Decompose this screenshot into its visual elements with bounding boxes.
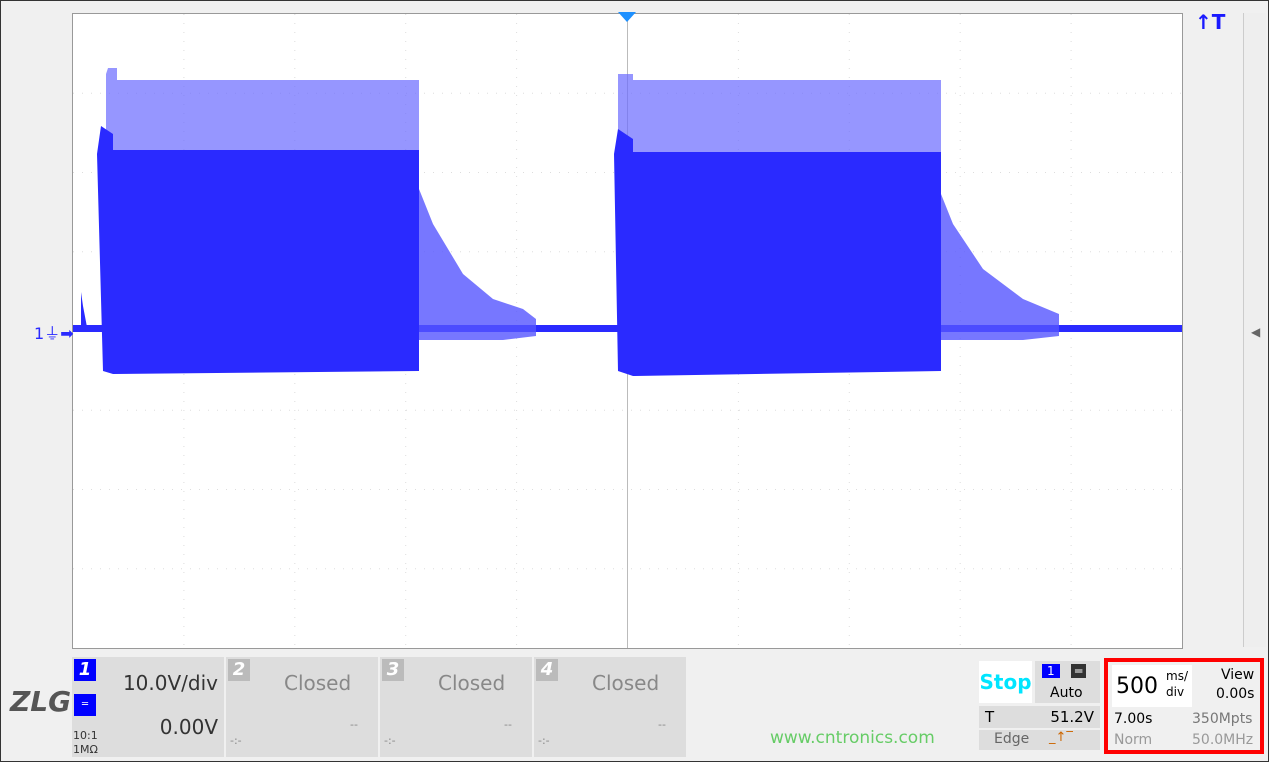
burst-1-peaks (106, 68, 419, 154)
burst-1-decay (419, 189, 536, 340)
burst-1 (97, 126, 419, 374)
trigger-level[interactable]: T 51.2V (979, 706, 1100, 728)
channel-1-trace (73, 68, 1182, 376)
trigger-type[interactable]: Edge _↑‾ (979, 730, 1100, 750)
rising-edge-icon: _↑‾ (1049, 730, 1073, 745)
burst-2-peaks (618, 74, 941, 154)
run-stop-button[interactable]: Stop (979, 661, 1032, 703)
chevron-left-icon: ◀ (1251, 325, 1261, 339)
burst-2 (614, 129, 941, 376)
dc-coupling-icon: ═ (1071, 664, 1087, 678)
watermark: www.cntronics.com (770, 728, 935, 748)
channel-3-panel[interactable]: 3 Closed -- -:- (380, 657, 532, 757)
ground-arrow-icon: ⏚➡ (44, 324, 74, 343)
channel-4-panel[interactable]: 4 Closed -- -:- (534, 657, 686, 757)
trigger-mode-button[interactable]: 1 ═ Auto (1035, 661, 1100, 703)
channel-2-panel[interactable]: 2 Closed -- -:- (226, 657, 378, 757)
timebase-panel[interactable]: 500 ms/ div View 0.00s 7.00s 350Mpts Nor… (1104, 658, 1264, 754)
dc-coupling-icon: ═ (74, 694, 96, 716)
timebase-scale[interactable]: 500 ms/ div (1112, 665, 1192, 707)
channel-1-ground-marker[interactable]: 1⏚➡ (34, 324, 74, 343)
channel-1-panel[interactable]: 1 ═ 10:1 1MΩ 10.0V/div 0.00V (72, 657, 224, 757)
startup-spike (81, 292, 87, 327)
side-panel-toggle[interactable]: ◀ (1243, 13, 1266, 647)
waveform-svg (73, 14, 1182, 648)
trigger-time-marker-icon[interactable] (618, 12, 636, 22)
zlg-logo: ZLG® (10, 685, 83, 718)
waveform-display[interactable] (72, 13, 1183, 649)
burst-2-decay (941, 194, 1059, 340)
trigger-position-marker[interactable]: ↑T (1195, 10, 1226, 34)
